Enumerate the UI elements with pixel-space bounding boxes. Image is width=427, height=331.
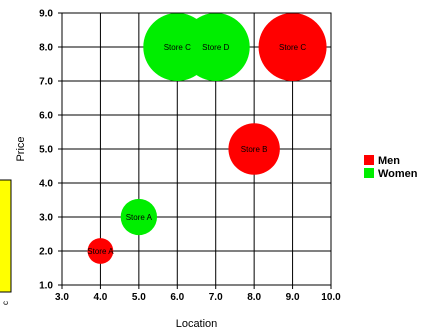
x-axis-ticks: 3.0 4.0 5.0 6.0 7.0 8.0 9.0 10.0	[55, 285, 341, 303]
bubble-label: Store A	[126, 213, 153, 222]
bubble-label: Store D	[202, 43, 229, 52]
y-tick-label: 6.0	[39, 111, 53, 122]
y-axis-title: Price	[15, 136, 27, 161]
x-tick-label: 4.0	[93, 292, 107, 303]
x-tick-label: 5.0	[132, 292, 146, 303]
y-tick-label: 8.0	[39, 43, 53, 54]
bubble-labels: Store A Store B Store C Store A Store C Store…	[87, 43, 306, 256]
y-tick-label: 2.0	[39, 247, 53, 258]
bubble-point	[87, 238, 114, 264]
bubble-label: Store A	[87, 247, 114, 256]
y-axis-ticks: 1.0 2.0 3.0 4.0 5.0 6.0 7.0 8.0 9.0	[39, 9, 62, 292]
legend-swatch	[364, 155, 374, 165]
bubble-label: Store C	[164, 43, 191, 52]
bubble-label: Store B	[241, 145, 268, 154]
y-tick-label: 4.0	[39, 179, 53, 190]
x-tick-label: 7.0	[209, 292, 223, 303]
x-axis-title: Location	[176, 318, 218, 330]
x-tick-label: 6.0	[170, 292, 184, 303]
legend-label: Men	[378, 155, 400, 167]
legend-label: Women	[378, 168, 418, 180]
bubble-point	[120, 198, 158, 236]
y-tick-label: 1.0	[39, 281, 53, 292]
bubble-point	[228, 123, 280, 175]
x-tick-label: 10.0	[321, 292, 341, 303]
y-tick-label: 5.0	[39, 145, 53, 156]
y-tick-label: 9.0	[39, 9, 53, 20]
bubble-label: Store C	[279, 43, 306, 52]
bubble-point	[258, 13, 327, 81]
y-tick-label: 7.0	[39, 77, 53, 88]
legend-swatch	[364, 168, 374, 178]
x-tick-label: 8.0	[247, 292, 261, 303]
y-tick-label: 3.0	[39, 213, 53, 224]
bubble-point	[181, 13, 250, 81]
side-panel-box	[0, 179, 12, 293]
side-panel: c	[0, 179, 12, 305]
side-panel-label: c	[1, 301, 10, 305]
x-tick-label: 9.0	[286, 292, 300, 303]
bubbles	[87, 13, 327, 264]
x-tick-label: 3.0	[55, 292, 69, 303]
